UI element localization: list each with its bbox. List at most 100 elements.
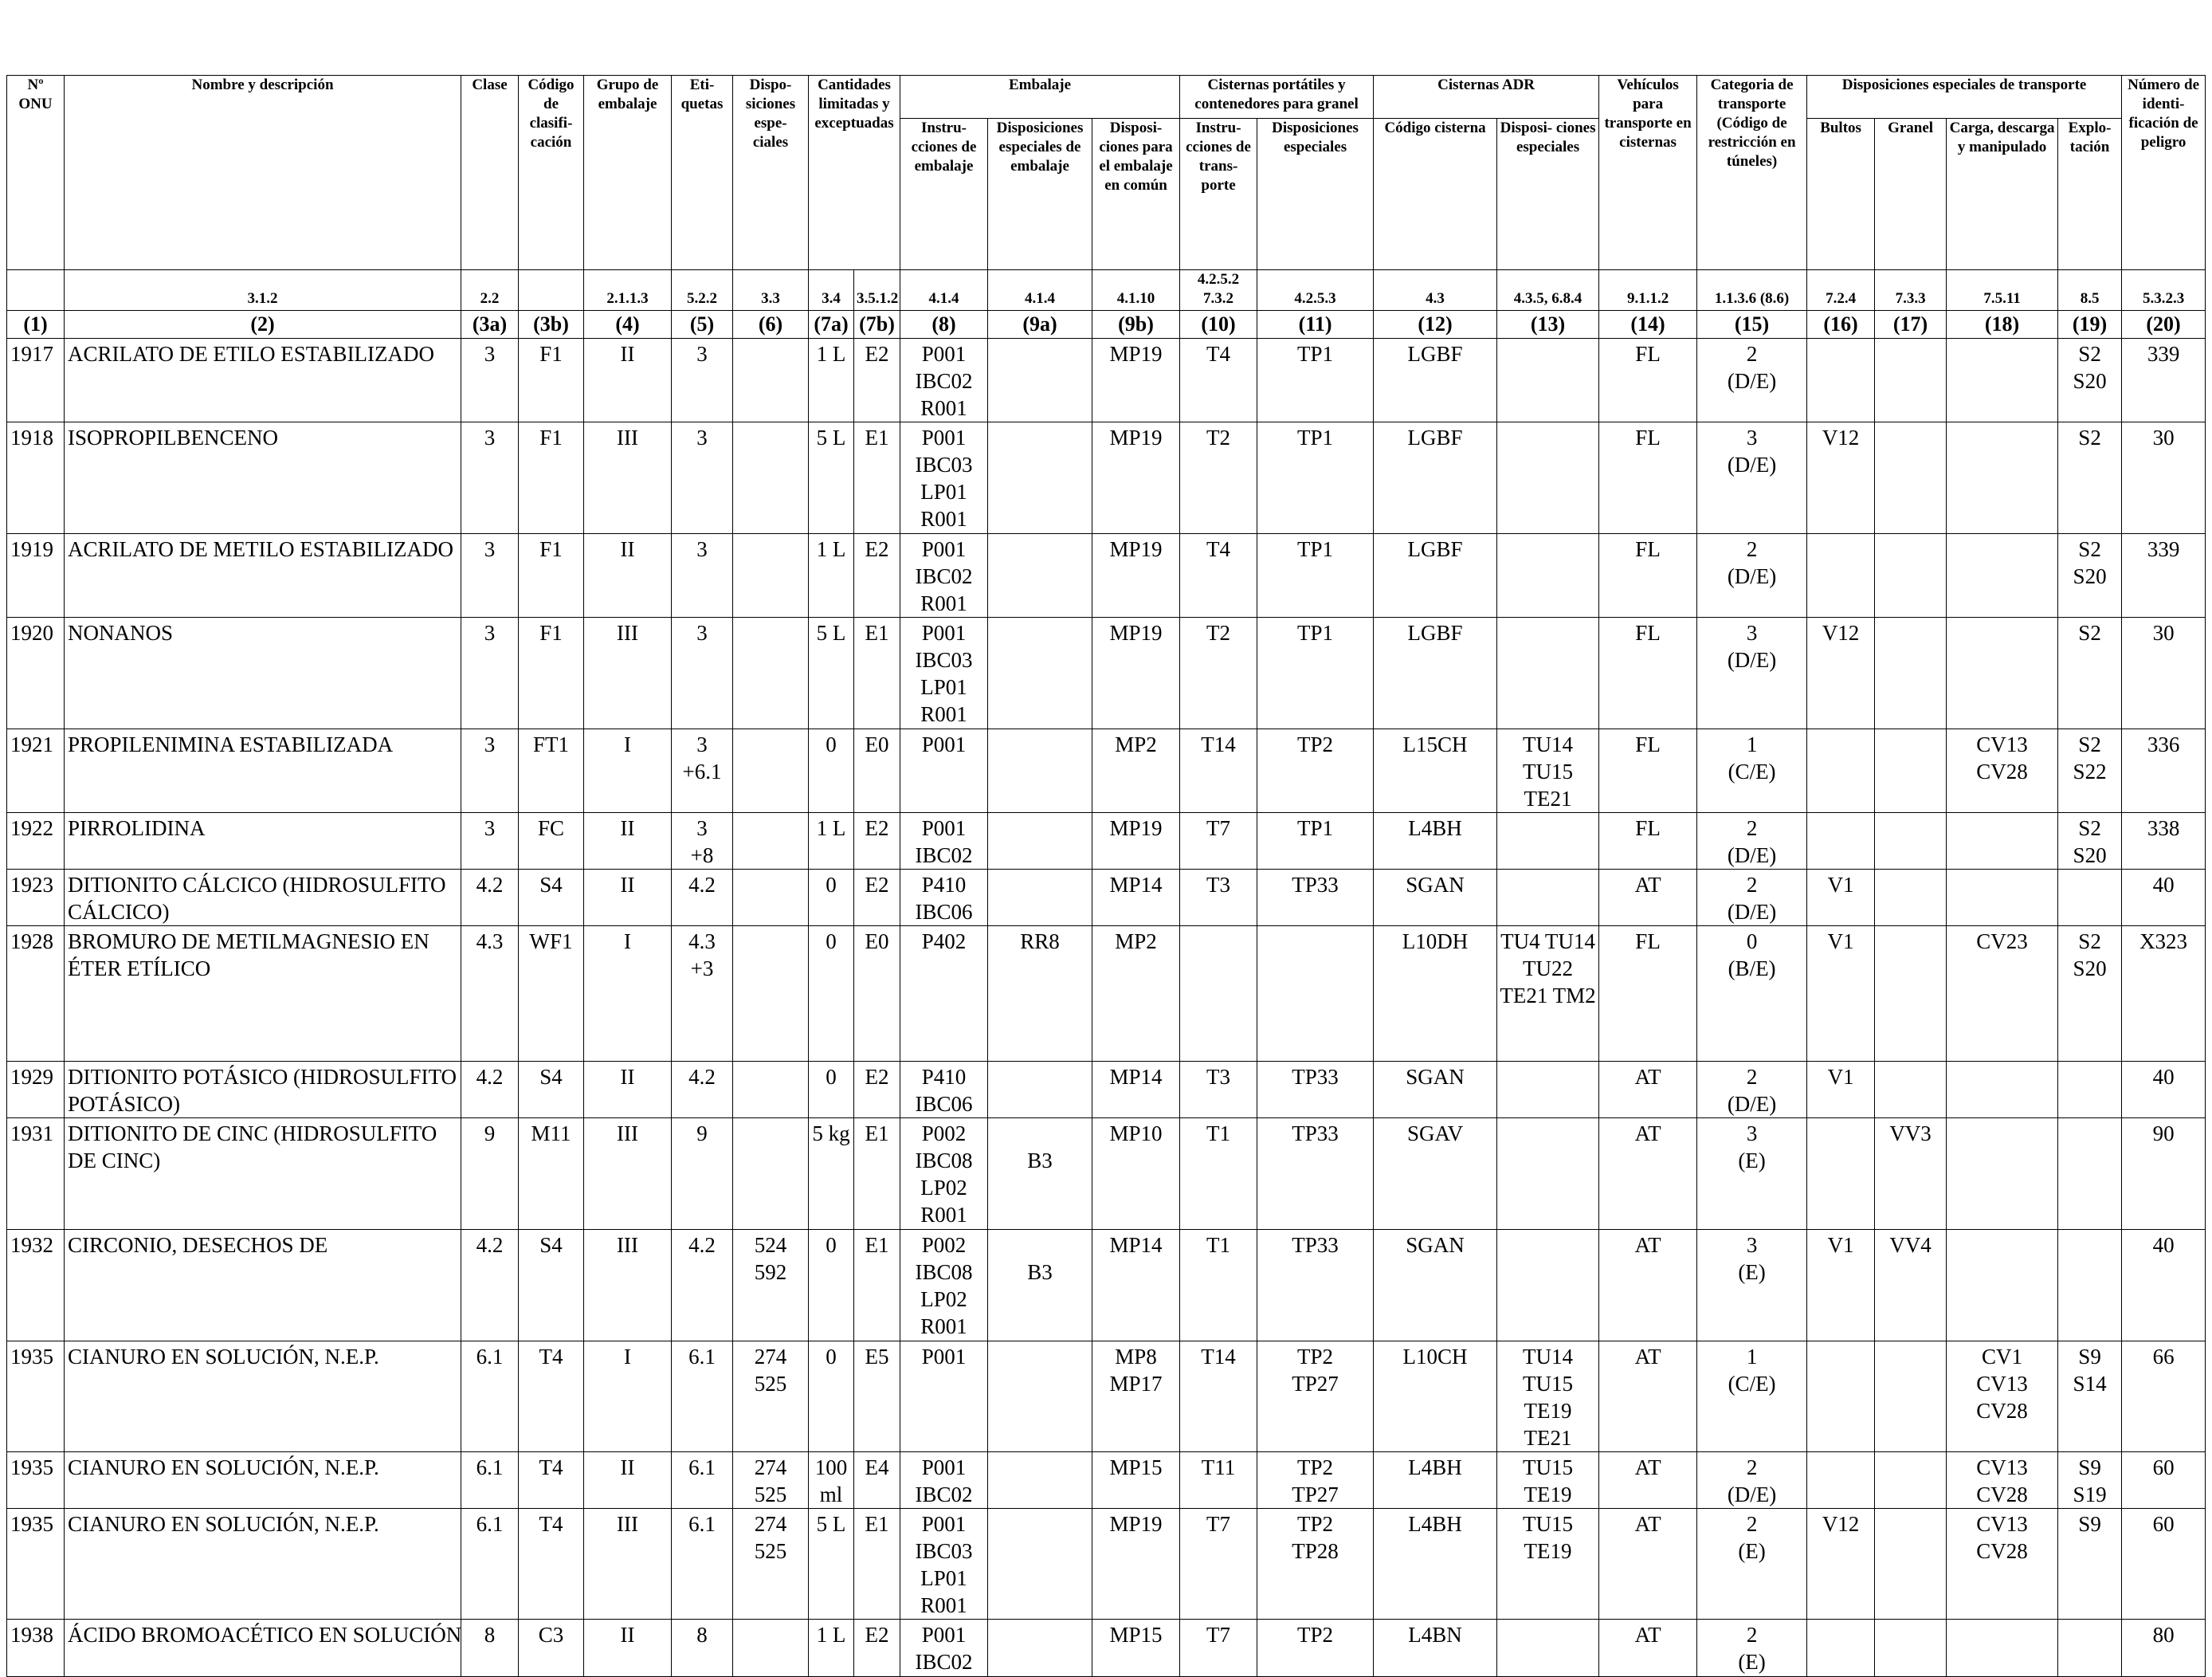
- table-cell: AT: [1598, 1508, 1698, 1620]
- cell-line: IBC06: [915, 1092, 973, 1116]
- cell-line: 1922: [10, 816, 53, 840]
- table-cell: 3 (E): [1696, 1117, 1808, 1230]
- section-reference: 7.3.3: [1874, 269, 1947, 311]
- table-cell: L4BN: [1373, 1619, 1498, 1677]
- table-cell: LGBF: [1373, 338, 1498, 422]
- table-row: 1932 CIRCONIO, DESECHOS DE 4.2 S4 III 4.2 524 5…: [6, 1229, 2206, 1341]
- table-cell: 1 L: [808, 533, 854, 618]
- table-cell: 40: [2121, 1229, 2206, 1341]
- table-cell: 338: [2121, 812, 2206, 870]
- cell-line: P001: [921, 1623, 967, 1647]
- column-number: (18): [1946, 310, 2059, 339]
- cell-line: DITIONITO POTÁSICO (HIDROSULFITO: [68, 1065, 457, 1089]
- section-reference: 7.2.4: [1806, 269, 1876, 311]
- table-cell: 6.1: [461, 1341, 519, 1452]
- cell-line: MP15: [1109, 1623, 1163, 1647]
- cell-line: 1918: [10, 426, 53, 450]
- cell-line: 1938: [10, 1623, 53, 1647]
- table-cell: T1: [1179, 1229, 1258, 1341]
- table-cell: B3: [987, 1117, 1092, 1230]
- cell-line: MP19: [1109, 816, 1163, 840]
- header-packaging: Embalaje: [899, 75, 1181, 119]
- cell-line: S20: [2073, 564, 2107, 588]
- table-row: 1921 PROPILENIMINA ESTABILIZADA 3 FT1 I 3 +6.1…: [6, 729, 2206, 813]
- table-cell: 1 (C/E): [1696, 1341, 1808, 1452]
- table-cell: S2 S22: [2057, 729, 2123, 813]
- cell-line: TP1: [1297, 426, 1334, 450]
- cell-line: 0: [826, 873, 837, 897]
- table-cell: M11: [518, 1117, 584, 1230]
- cell-line: 3: [1746, 1121, 1758, 1145]
- cell-line: 5 L: [816, 426, 846, 450]
- table-cell: [732, 812, 809, 870]
- cell-line: S2: [2078, 732, 2101, 756]
- cell-line: [990, 1120, 1089, 1147]
- cell-line: LP02: [920, 1287, 967, 1311]
- table-cell: SGAN: [1373, 1229, 1498, 1341]
- cell-line: DITIONITO CÁLCICO (HIDROSULFITO: [68, 873, 446, 897]
- table-cell: V1: [1806, 925, 1876, 1062]
- cell-line: V1: [1827, 1233, 1854, 1257]
- table-cell: 3 +8: [671, 812, 733, 870]
- cell-line: 1 L: [816, 537, 846, 561]
- table-cell: V12: [1806, 422, 1876, 534]
- cell-line: 1928: [10, 929, 53, 953]
- table-cell: [987, 1061, 1092, 1118]
- cell-line: 3: [696, 732, 708, 756]
- table-cell: TP2 TP27: [1257, 1341, 1375, 1452]
- cell-line: TP2: [1297, 1512, 1334, 1536]
- header-transport-category: Categoria de transporte (Código de restr…: [1696, 75, 1808, 270]
- column-number: (15): [1696, 310, 1808, 339]
- table-cell: [1806, 1117, 1876, 1230]
- table-cell: P002 IBC08 LP02 R001: [900, 1117, 988, 1230]
- cell-line: L10DH: [1402, 929, 1469, 953]
- header-vehicles: Vehículos para transporte en cisternas: [1598, 75, 1698, 270]
- cell-line: P001: [921, 342, 967, 366]
- table-cell: S2 S20: [2057, 925, 2123, 1062]
- cell-line: F1: [539, 537, 563, 561]
- cell-line: ml: [819, 1483, 843, 1506]
- table-cell: TP1: [1257, 533, 1375, 618]
- section-reference: 4.3.5, 6.8.4: [1496, 269, 1600, 311]
- table-cell: MP19: [1091, 617, 1181, 729]
- cell-line: P001: [921, 1345, 967, 1369]
- section-reference: 7.5.11: [1946, 269, 2059, 311]
- table-cell: CIANURO EN SOLUCIÓN, N.E.P.: [64, 1508, 461, 1620]
- cell-line: 1923: [10, 873, 53, 897]
- cell-line: 1935: [10, 1512, 53, 1536]
- table-cell: TU4 TU14 TU22 TE21 TM2: [1496, 925, 1600, 1062]
- cell-line: II: [620, 342, 635, 366]
- table-cell: 4.3: [461, 925, 519, 1062]
- cell-line: SGAN: [1406, 1233, 1465, 1257]
- cell-line: IBC02: [915, 843, 973, 867]
- table-cell: ÁCIDO BROMOACÉTICO EN SOLUCIÓN: [64, 1619, 461, 1677]
- table-cell: 90: [2121, 1117, 2206, 1230]
- header-operation: Explo- tación: [2057, 118, 2123, 270]
- cell-line: IBC06: [915, 900, 973, 924]
- table-cell: AT: [1598, 1451, 1698, 1509]
- cell-line: 4.3: [688, 929, 716, 953]
- cell-line: +8: [690, 843, 714, 867]
- cell-line: (D/E): [1727, 900, 1777, 924]
- column-number: (14): [1598, 310, 1698, 339]
- cell-line: TP1: [1297, 816, 1334, 840]
- header-packing-group: Grupo de embalaje: [583, 75, 672, 270]
- header-limited-quantities: Cantidades limitadas y exceptuadas: [808, 75, 900, 270]
- table-cell: [2057, 1061, 2123, 1118]
- cell-line: CV28: [1976, 1539, 2028, 1563]
- table-row: 1929 DITIONITO POTÁSICO (HIDROSULFITO POTÁ…: [6, 1061, 2206, 1118]
- table-cell: 336: [2121, 729, 2206, 813]
- table-cell: 6.1: [461, 1451, 519, 1509]
- cell-line: 2: [1746, 873, 1758, 897]
- section-reference: 4.2.5.2 7.3.2: [1179, 269, 1258, 311]
- cell-line: [990, 1231, 1089, 1259]
- cell-line: 3: [1746, 621, 1758, 645]
- cell-line: MP14: [1109, 1065, 1163, 1089]
- table-cell: 3: [461, 533, 519, 618]
- cell-line: P001: [921, 732, 967, 756]
- cell-line: TU15: [1523, 1372, 1574, 1396]
- cell-line: 3: [1746, 1233, 1758, 1257]
- cell-line: T14: [1201, 732, 1236, 756]
- table-cell: MP2: [1091, 925, 1181, 1062]
- cell-line: 5 kg: [812, 1121, 850, 1145]
